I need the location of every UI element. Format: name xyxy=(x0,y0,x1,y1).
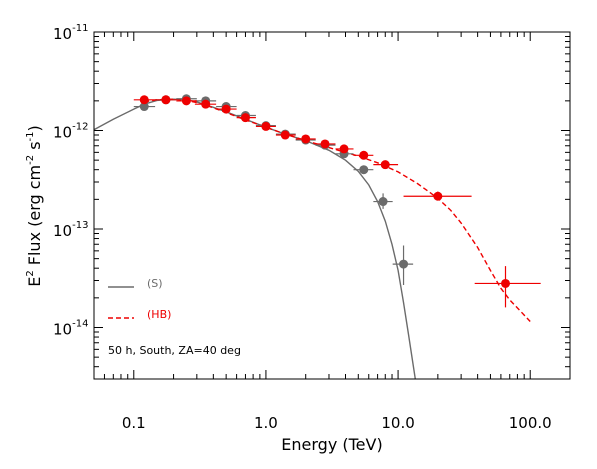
y-axis-title: E2 Flux (erg cm-2 s-1) xyxy=(25,125,44,287)
point-marker xyxy=(139,95,149,105)
point-marker xyxy=(359,165,369,175)
data-point-series-1 xyxy=(275,130,296,140)
legend-label-hb: (HB) xyxy=(147,308,171,321)
x-tick-labels: 0.1 1.0 10.0 100.0 xyxy=(122,414,552,432)
data-point-series-1 xyxy=(353,150,374,160)
point-marker xyxy=(433,191,443,201)
data-point-series-1 xyxy=(194,99,217,109)
y-tick-label: 10-13 xyxy=(53,220,88,240)
y-tick-label: 10-11 xyxy=(53,23,88,43)
legend-label-s: (S) xyxy=(147,277,163,290)
data-point-series-1 xyxy=(403,191,472,201)
data-point-series-1 xyxy=(133,95,156,105)
data-point-series-1 xyxy=(373,160,399,170)
x-tick-label: 10.0 xyxy=(381,414,414,432)
point-marker xyxy=(181,96,191,106)
y-tick-label: 10-12 xyxy=(53,121,88,141)
data-point-series-1 xyxy=(176,96,197,106)
data-point-series-1 xyxy=(216,104,237,114)
point-marker xyxy=(380,160,390,170)
point-marker xyxy=(339,144,349,154)
point-marker xyxy=(500,278,510,288)
data-point-series-0 xyxy=(353,165,374,175)
point-marker xyxy=(378,197,388,207)
axis-ticks xyxy=(93,31,571,380)
point-marker xyxy=(301,134,311,144)
point-marker xyxy=(261,121,271,131)
x-tick-label: 100.0 xyxy=(509,414,552,432)
point-marker xyxy=(359,150,369,160)
data-point-series-1 xyxy=(155,95,177,105)
data-point-series-1 xyxy=(295,134,316,144)
point-marker xyxy=(280,130,290,140)
point-marker xyxy=(320,139,330,149)
data-points xyxy=(133,94,541,308)
point-marker xyxy=(221,104,231,114)
data-point-series-0 xyxy=(133,102,156,112)
point-marker xyxy=(201,99,211,109)
point-marker xyxy=(161,95,171,105)
plot-frame xyxy=(93,31,571,380)
x-tick-label: 1.0 xyxy=(254,414,278,432)
data-point-series-0 xyxy=(392,245,414,286)
point-marker xyxy=(399,259,409,269)
y-tick-label: 10-14 xyxy=(53,318,88,338)
x-tick-label: 0.1 xyxy=(122,414,146,432)
curve-series-1 xyxy=(144,98,531,322)
data-point-series-1 xyxy=(335,144,354,154)
data-point-series-1 xyxy=(255,121,276,131)
curve-series-0 xyxy=(94,98,416,379)
model-curves xyxy=(94,98,531,379)
data-point-series-0 xyxy=(373,193,393,209)
x-axis-title: Energy (TeV) xyxy=(281,435,382,454)
data-point-series-1 xyxy=(236,113,256,123)
point-marker xyxy=(139,102,149,112)
legend: (S) (HB) xyxy=(108,277,171,321)
data-point-series-1 xyxy=(315,139,336,149)
y-tick-labels: 10-14 10-13 10-12 10-11 xyxy=(53,23,88,338)
data-point-series-1 xyxy=(474,266,541,308)
point-marker xyxy=(240,113,250,123)
annotation-text: 50 h, South, ZA=40 deg xyxy=(108,344,241,357)
